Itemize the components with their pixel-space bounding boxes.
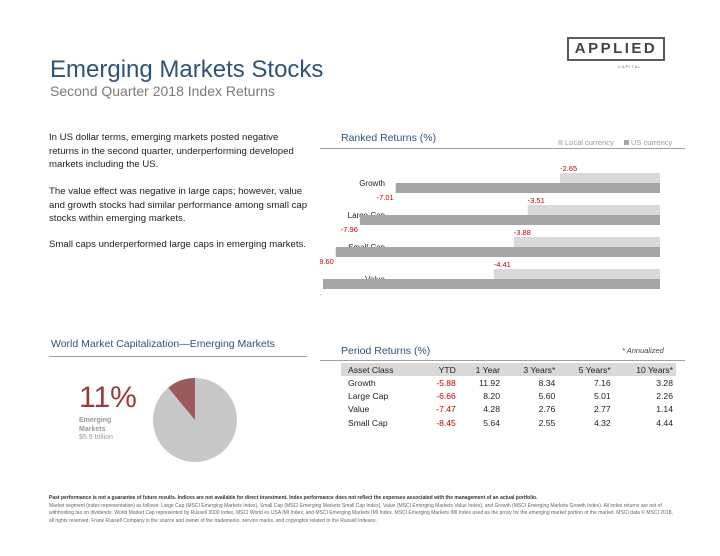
world-cap-pie-chart: [153, 378, 237, 462]
ranked-bar-local: [560, 173, 660, 183]
ranked-bar-local: [513, 237, 660, 247]
return-value-cell: 5.60: [538, 390, 556, 401]
table-row: Large Cap -6.66 8.20 5.60 5.01 2.26: [341, 389, 676, 402]
ranked-legend-us: US currency: [624, 138, 672, 147]
ranked-bar-us: [395, 183, 660, 193]
return-value-cell: 11.92: [479, 377, 500, 388]
return-value-cell: 4.32: [593, 417, 611, 428]
company-logo-subtext: CAPITAL: [618, 64, 642, 69]
return-value-cell: 2.55: [538, 417, 556, 428]
return-value-cell: 3.28: [656, 377, 673, 388]
ranked-returns-divider: [320, 148, 685, 149]
period-header-cell: 3 Years*: [503, 363, 559, 376]
ranked-category-label: Growth: [359, 179, 385, 188]
disclaimer-text: Market segment (index representation) as…: [49, 502, 673, 524]
period-header-cell: YTD: [421, 363, 459, 376]
return-value-cell: 1.14: [656, 404, 673, 415]
period-header-cell: 1 Year: [458, 363, 503, 376]
return-value-cell: 4.28: [483, 404, 500, 415]
world-cap-divider: [49, 356, 307, 357]
ranked-value-local: -3.51: [528, 196, 545, 205]
pie-slice-emerging-markets: [168, 378, 195, 420]
commentary-paragraph-2: The value effect was negative in large c…: [49, 186, 308, 225]
return-value-cell: 5.64: [483, 417, 500, 428]
period-returns-header-row: Asset Class YTD 1 Year 3 Years* 5 Years* 10 Y…: [341, 363, 676, 376]
pie-label-line1: Emerging: [79, 417, 112, 424]
page-title: Emerging Markets Stocks: [50, 56, 324, 83]
period-header-cell: 5 Years*: [558, 363, 614, 376]
period-header-cell: Asset Class: [341, 363, 422, 376]
ranked-bar-us: [335, 247, 660, 257]
ranked-value-local: -3.88: [514, 228, 531, 237]
asset-class-cell: Large Cap: [348, 390, 389, 401]
disclaimer-bold: Past performance is not a guarantee of f…: [49, 495, 538, 501]
ranked-value-local: -2.65: [560, 164, 577, 173]
page-subtitle: Second Quarter 2018 Index Returns: [50, 83, 275, 99]
return-value-cell: 8.34: [538, 377, 556, 388]
return-value-cell: 2.26: [656, 390, 673, 401]
return-value-cell: 2.76: [538, 404, 556, 415]
return-value-cell: 7.16: [593, 377, 611, 388]
annualized-note: * Annualized: [622, 346, 664, 355]
table-row: Small Cap -8.45 5.64 2.55 4.32 4.44: [341, 416, 676, 429]
ranked-value-us: -8.94: [320, 289, 321, 298]
ranked-value-us: -8.60: [320, 257, 334, 266]
period-returns-title: Period Returns (%): [341, 345, 431, 357]
ranked-value-local: -4.41: [494, 260, 511, 269]
return-value-cell: -6.66: [436, 390, 456, 401]
world-cap-title: World Market Capitalization—Emerging Mar…: [51, 338, 275, 350]
commentary-paragraph-3: Small caps underperformed large caps in …: [49, 239, 307, 250]
period-header-cell: 10 Years*: [613, 363, 676, 376]
return-value-cell: -8.45: [436, 417, 456, 428]
period-returns-table: Asset Class YTD 1 Year 3 Years* 5 Years* 10 Y…: [341, 363, 676, 429]
return-value-cell: 2.77: [593, 404, 611, 415]
ranked-bar-us: [322, 279, 660, 289]
asset-class-cell: Growth: [348, 377, 376, 388]
ranked-returns-title: Ranked Returns (%): [341, 132, 437, 144]
return-value-cell: 8.20: [483, 390, 500, 401]
company-logo: APPLIED: [567, 37, 665, 61]
disclaimer-footer: Past performance is not a guarantee of f…: [49, 495, 679, 525]
emerging-markets-label: Emerging Markets $5.9 trillion: [79, 417, 113, 443]
pie-label-line2: Markets: [79, 425, 106, 433]
emerging-markets-share: 11%: [79, 381, 137, 414]
asset-class-cell: Small Cap: [348, 417, 388, 428]
return-value-cell: 4.44: [656, 417, 673, 428]
return-value-cell: -7.47: [436, 404, 456, 415]
ranked-bar-local: [527, 205, 660, 215]
period-returns-divider: [320, 360, 685, 361]
pie-label-line3: $5.9 trillion: [79, 434, 113, 441]
table-row: Growth -5.88 11.92 8.34 7.16 3.28: [341, 376, 676, 389]
return-value-cell: -5.88: [436, 377, 456, 388]
ranked-bar-local: [493, 269, 660, 279]
ranked-legend-local: Local currency: [558, 138, 614, 147]
commentary-paragraph-1: In US dollar terms, emerging markets pos…: [49, 132, 294, 171]
asset-class-cell: Value: [348, 404, 370, 415]
ranked-bar-us: [359, 215, 660, 225]
return-value-cell: 5.01: [593, 390, 611, 401]
ranked-value-us: -7.96: [341, 225, 358, 234]
table-row: Value -7.47 4.28 2.76 2.77 1.14: [341, 403, 676, 416]
ranked-value-us: -7.01: [377, 193, 394, 202]
